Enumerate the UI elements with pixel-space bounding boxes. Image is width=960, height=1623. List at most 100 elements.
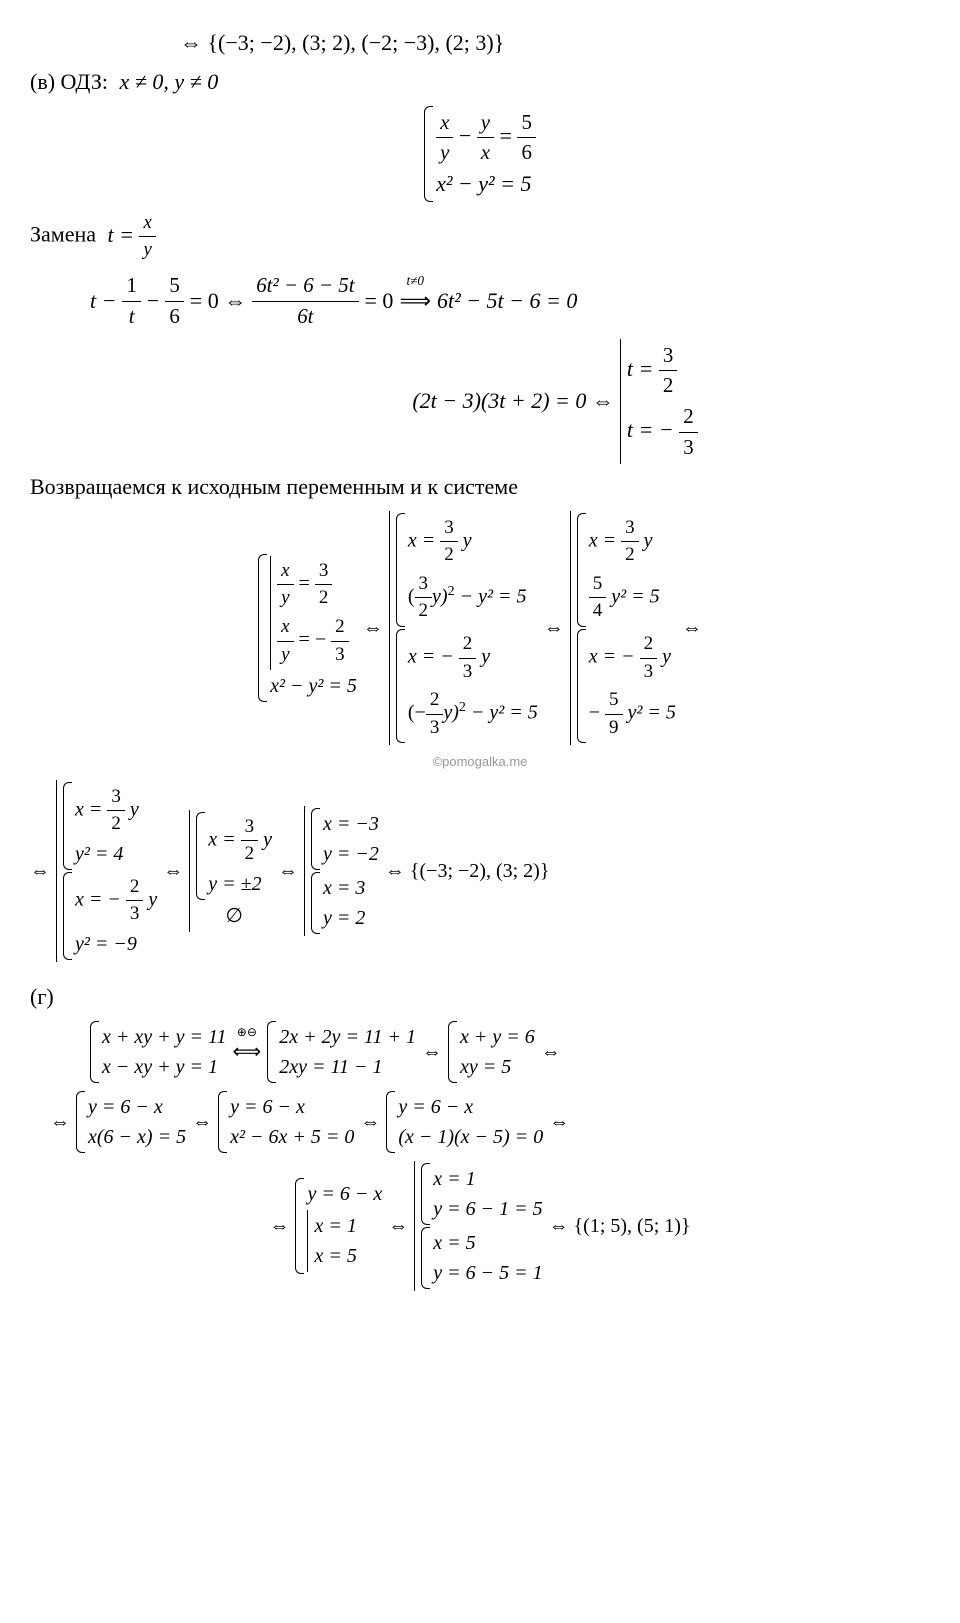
empty-set-icon: ∅	[196, 902, 272, 930]
y: y	[263, 828, 272, 850]
a1: x + xy + y = 11	[102, 1023, 227, 1051]
d2: y = −2	[323, 840, 379, 868]
iff-icon: ⇔	[541, 1038, 561, 1066]
iff-icon: ⇔	[30, 857, 50, 885]
b2: 2xy = 11 − 1	[279, 1053, 416, 1081]
label: Возвращаемся к исходным переменным и к с…	[30, 474, 518, 499]
d: 9	[605, 715, 623, 742]
n: 2	[331, 614, 349, 642]
d: 2	[621, 542, 639, 569]
iff-icon: ⇔	[50, 1108, 70, 1136]
e1: x = 3	[323, 874, 365, 902]
d: 2	[315, 585, 333, 612]
d: 2	[440, 542, 458, 569]
n: 2	[679, 402, 697, 432]
y: y	[130, 798, 139, 820]
a: (2t − 3)(3t + 2) = 0 ⇔	[412, 386, 614, 417]
d: 2	[107, 811, 125, 838]
big-chain-2: ⇔ x = 32 y y² = 4 x = − 23 y y² = −9	[30, 780, 930, 962]
y: y	[148, 888, 157, 910]
iff-icon: ⇔	[192, 1108, 212, 1136]
eq: y² = 5	[611, 586, 659, 608]
n: x	[139, 210, 155, 237]
d: y	[277, 642, 293, 669]
a2: x(6 − x) = 5	[88, 1123, 186, 1151]
t-eq: t =	[108, 222, 134, 247]
x1: x = 1	[314, 1212, 356, 1240]
c: = 0 ⇔	[190, 286, 246, 317]
d1: x = −3	[323, 810, 379, 838]
n: x	[436, 108, 453, 138]
answer: ⇔ {(−3; −2), (3; 2)}	[385, 857, 550, 885]
c2: (x − 1)(x − 5) = 0	[398, 1123, 543, 1151]
d: 3	[679, 433, 697, 462]
b11: x = 1	[433, 1165, 542, 1193]
rest: − y² = 5	[460, 586, 527, 608]
d: y	[139, 237, 155, 263]
n: 2	[126, 874, 144, 902]
iff-icon: ⇔	[388, 1212, 408, 1240]
iff-icon: ⇔	[278, 857, 298, 885]
n: 3	[241, 814, 259, 842]
b21: x = 5	[433, 1229, 542, 1257]
sup: 2	[459, 700, 466, 715]
n: 5	[605, 687, 623, 715]
a1: y = 6 − x	[307, 1180, 382, 1208]
b2: y² = −9	[75, 930, 157, 958]
d: t	[122, 302, 140, 331]
n: x	[277, 558, 293, 586]
b1: 2x + 2y = 11 + 1	[279, 1023, 416, 1051]
rest: − y² = 5	[471, 702, 538, 724]
label: (г)	[30, 984, 54, 1009]
iff-icon: ⇔	[360, 1108, 380, 1136]
n: 3	[415, 571, 433, 599]
y: y	[662, 646, 671, 668]
b22: y = 6 − 5 = 1	[433, 1259, 542, 1287]
eq2: x² − y² = 5	[436, 169, 536, 200]
d: 3	[126, 901, 144, 928]
n: 2	[426, 687, 444, 715]
rp: y)	[443, 702, 459, 724]
c2: y = ±2	[208, 870, 272, 898]
m: x =	[408, 529, 435, 551]
d: 4	[589, 598, 607, 625]
c: x =	[208, 828, 235, 850]
n: 6t² − 6 − 5t	[252, 271, 358, 301]
d: 3	[426, 715, 444, 742]
line-4: (2t − 3)(3t + 2) = 0 ⇔ t = 32 t = − 23	[180, 339, 930, 464]
s2: t = −	[627, 417, 674, 442]
d: x	[477, 138, 494, 167]
b12: y = 6 − 1 = 5	[433, 1195, 542, 1223]
g-row-3: ⇔ y = 6 − x x = 1 x = 5 ⇔ x = 1 y = 6 − …	[30, 1161, 930, 1291]
label: (в) ОДЗ:	[30, 69, 108, 94]
n: 2	[459, 631, 477, 659]
over: t≠0	[399, 272, 431, 290]
iff-icon: ⇔	[549, 1108, 569, 1136]
text: ⇔ {(−3; −2), (3; 2), (−2; −3), (2; 3)}	[180, 30, 504, 55]
y: y	[481, 646, 490, 668]
n: 3	[107, 784, 125, 812]
a: x = −	[589, 646, 635, 668]
arrow-icon: ⟹	[399, 288, 431, 313]
substitution: Замена t = xy	[30, 210, 930, 263]
iff-icon: ⇔	[682, 614, 702, 642]
odz: x ≠ 0, y ≠ 0	[120, 69, 219, 94]
iff-icon: ⇔	[363, 614, 383, 642]
d: 2	[659, 371, 677, 400]
lp: (	[408, 586, 415, 608]
g-row-2: ⇔ y = 6 − x x(6 − x) = 5 ⇔ y = 6 − x x² …	[50, 1091, 930, 1153]
iff-icon: ⇔	[544, 614, 564, 642]
eq: = −	[299, 629, 327, 651]
d: y	[436, 138, 453, 167]
g-row-1: x + xy + y = 11 x − xy + y = 1 ⊕⊖⟺ 2x + …	[90, 1021, 930, 1083]
d: 6	[165, 302, 183, 331]
y: y	[644, 529, 653, 551]
a: x =	[589, 529, 616, 551]
d: 3	[331, 642, 349, 669]
watermark: ©pomogalka.me	[30, 753, 930, 771]
iff-icon: ⟺	[233, 1041, 262, 1063]
eq: =	[500, 122, 518, 147]
n: 1	[122, 271, 140, 301]
bottom: x² − y² = 5	[270, 672, 357, 700]
a1: y = 6 − x	[88, 1093, 186, 1121]
